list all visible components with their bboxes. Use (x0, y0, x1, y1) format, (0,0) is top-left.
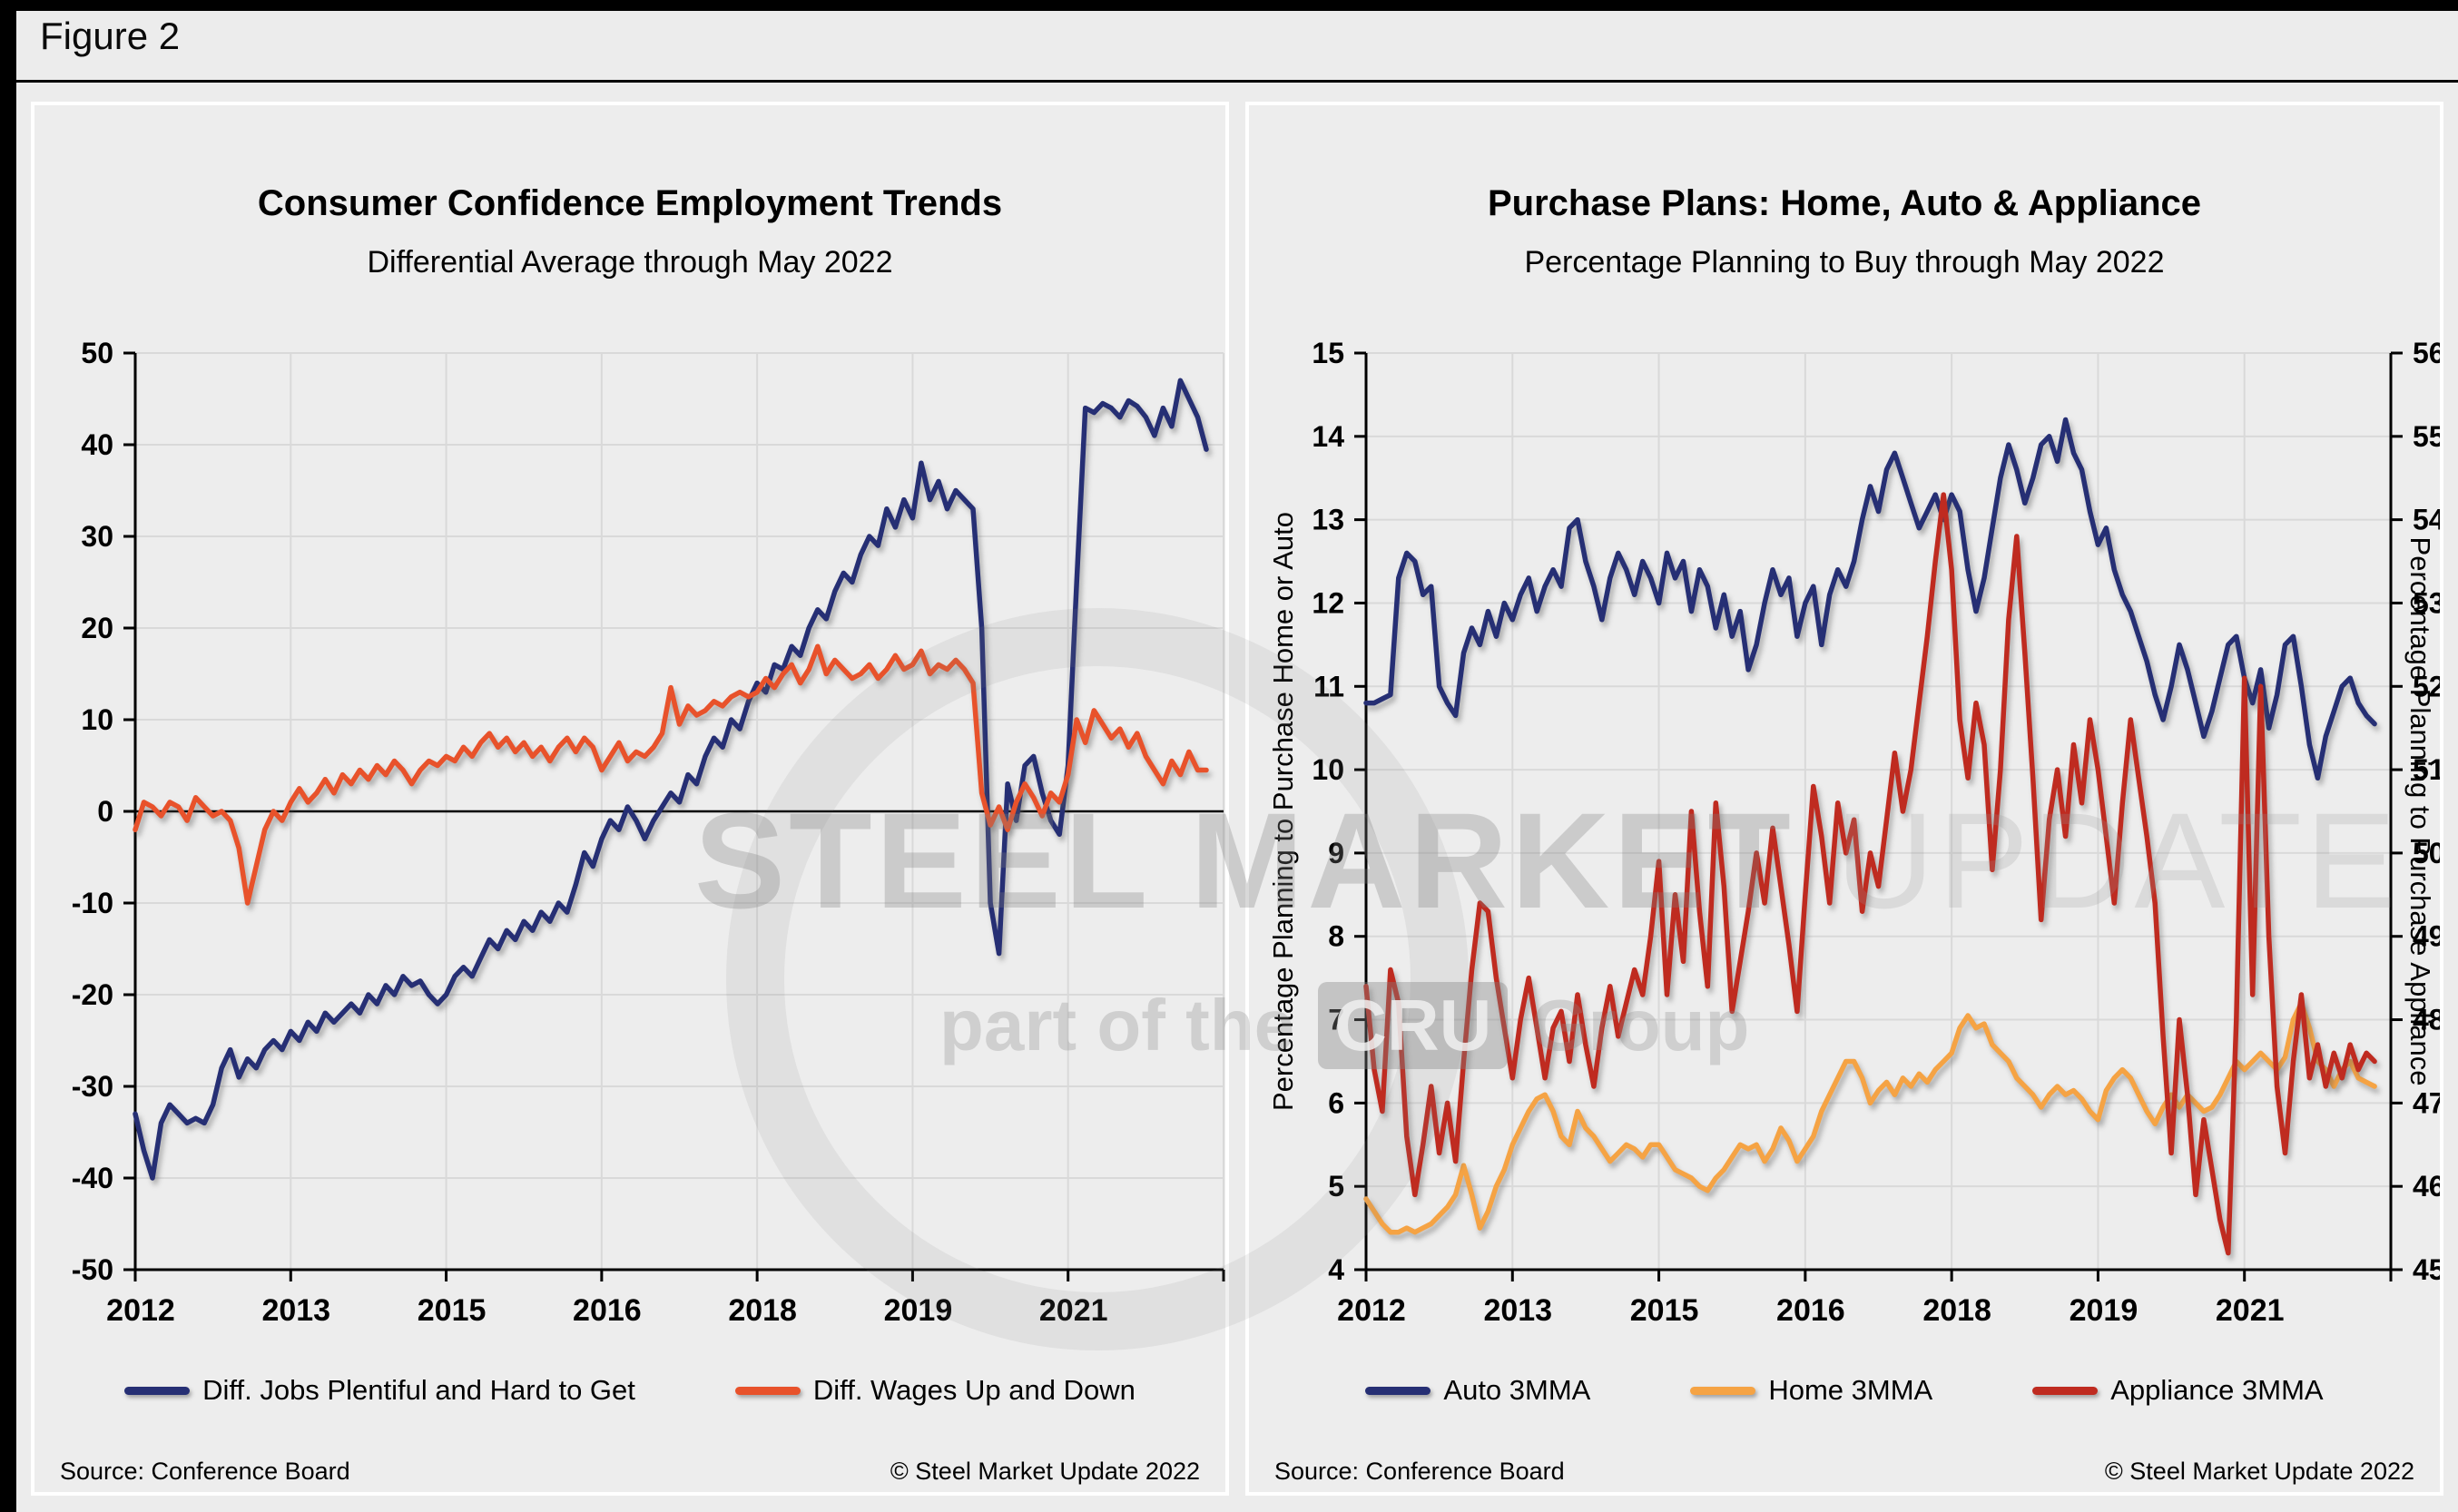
svg-text:2015: 2015 (1630, 1293, 1699, 1328)
legend-item: Diff. Jobs Plentiful and Hard to Get (124, 1374, 635, 1407)
legend-swatch (1690, 1386, 1756, 1395)
svg-text:56: 56 (2413, 337, 2440, 369)
source-note: Source: Conference Board (1274, 1458, 1565, 1485)
svg-text:50: 50 (81, 337, 113, 369)
svg-text:7: 7 (1328, 1004, 1344, 1036)
chart-subtitle: Percentage Planning to Buy through May 2… (1524, 245, 2165, 280)
legend-swatch (124, 1386, 191, 1395)
svg-text:2021: 2021 (1039, 1293, 1108, 1328)
legend-item: Auto 3MMA (1365, 1374, 1590, 1407)
purchase-legend: Auto 3MMA Home 3MMA Appliance 3MMA (1249, 1374, 2440, 1407)
svg-text:14: 14 (1312, 420, 1344, 453)
svg-text:20: 20 (81, 612, 113, 644)
svg-text:8: 8 (1328, 920, 1344, 953)
svg-text:6: 6 (1328, 1086, 1344, 1119)
svg-text:48: 48 (2413, 1004, 2440, 1036)
chart-title: Purchase Plans: Home, Auto & Appliance (1487, 183, 2202, 223)
svg-text:30: 30 (81, 520, 113, 553)
svg-text:54: 54 (2413, 504, 2440, 536)
purchase-plans-chart: 4567891011121314154546474849505152535455… (1312, 337, 2440, 1328)
svg-text:-20: -20 (72, 978, 113, 1011)
legend-swatch (1365, 1386, 1431, 1395)
svg-text:15: 15 (1312, 337, 1344, 369)
figure-rule (16, 80, 2458, 83)
svg-text:2018: 2018 (1922, 1293, 1991, 1328)
svg-text:2013: 2013 (1483, 1293, 1552, 1328)
legend-label: Auto 3MMA (1443, 1374, 1591, 1406)
svg-text:-10: -10 (72, 887, 113, 919)
svg-text:2013: 2013 (261, 1293, 330, 1328)
chart-subtitle: Differential Average through May 2022 (367, 245, 893, 280)
svg-text:13: 13 (1312, 504, 1344, 536)
panel-footer: Source: Conference Board © Steel Market … (1274, 1458, 2414, 1486)
svg-text:47: 47 (2413, 1086, 2440, 1119)
panel-footer: Source: Conference Board © Steel Market … (60, 1458, 1200, 1486)
svg-text:4: 4 (1328, 1253, 1344, 1286)
svg-text:53: 53 (2413, 586, 2440, 619)
svg-text:2019: 2019 (2070, 1293, 2138, 1328)
employment-trends-panel: Consumer Confidence Employment Trends Di… (31, 102, 1229, 1496)
svg-text:2018: 2018 (728, 1293, 797, 1328)
legend-item: Home 3MMA (1690, 1374, 1932, 1407)
svg-text:2012: 2012 (106, 1293, 175, 1328)
svg-text:11: 11 (1313, 670, 1344, 702)
purchase-plans-panel: Purchase Plans: Home, Auto & Appliance P… (1245, 102, 2443, 1496)
legend-swatch (2032, 1386, 2099, 1395)
legend-item: Diff. Wages Up and Down (734, 1374, 1136, 1407)
copyright-note: © Steel Market Update 2022 (2104, 1458, 2414, 1485)
chart-title: Consumer Confidence Employment Trends (257, 183, 1003, 223)
svg-text:2016: 2016 (1776, 1293, 1845, 1328)
figure-label: Figure 2 (40, 15, 181, 57)
svg-text:-40: -40 (72, 1162, 113, 1194)
svg-text:2012: 2012 (1337, 1293, 1406, 1328)
source-note: Source: Conference Board (60, 1458, 350, 1485)
legend-label: Appliance 3MMA (2110, 1374, 2324, 1406)
employment-trends-chart: -50 -40 -30 -20 -10 0 10 20 30 40 50 2012 2013 2015 20… (72, 337, 1225, 1328)
legend-item: Appliance 3MMA (2032, 1374, 2324, 1407)
svg-text:45: 45 (2413, 1253, 2440, 1286)
svg-text:2015: 2015 (418, 1293, 487, 1328)
svg-text:0: 0 (97, 795, 113, 828)
top-border-bar (0, 0, 2458, 11)
svg-text:52: 52 (2413, 670, 2440, 702)
left-border-bar (0, 0, 16, 1512)
svg-text:51: 51 (2413, 753, 2440, 786)
svg-text:49: 49 (2413, 920, 2440, 953)
svg-text:9: 9 (1328, 837, 1344, 869)
svg-text:50: 50 (2413, 837, 2440, 869)
svg-text:2016: 2016 (573, 1293, 642, 1328)
svg-text:46: 46 (2413, 1170, 2440, 1203)
svg-text:5: 5 (1328, 1170, 1344, 1203)
svg-text:10: 10 (81, 703, 113, 736)
svg-text:2021: 2021 (2216, 1293, 2285, 1328)
legend-label: Diff. Jobs Plentiful and Hard to Get (202, 1374, 635, 1406)
legend-label: Home 3MMA (1768, 1374, 1933, 1406)
svg-text:-30: -30 (72, 1070, 113, 1103)
legend-label: Diff. Wages Up and Down (812, 1374, 1136, 1406)
svg-text:40: 40 (81, 428, 113, 461)
employment-legend: Diff. Jobs Plentiful and Hard to Get Diff… (34, 1374, 1225, 1407)
svg-text:12: 12 (1312, 586, 1344, 619)
svg-text:2019: 2019 (884, 1293, 953, 1328)
copyright-note: © Steel Market Update 2022 (890, 1458, 1200, 1485)
svg-text:55: 55 (2413, 420, 2440, 453)
svg-text:10: 10 (1312, 753, 1344, 786)
svg-text:-50: -50 (72, 1253, 113, 1286)
legend-swatch (734, 1386, 801, 1395)
